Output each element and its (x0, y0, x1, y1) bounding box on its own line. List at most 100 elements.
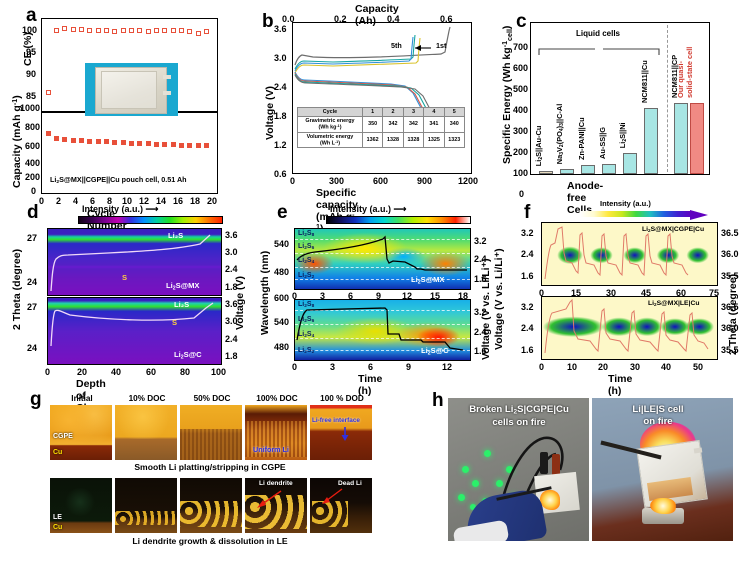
panel-e-voltage-curve-top (296, 235, 467, 271)
panel-f-vtick-24-top: 2.4 (521, 249, 534, 259)
panel-a-ytick-100: 100 (22, 25, 38, 35)
panel-e-colorbar-title: Intensity (a.u.) ⟶ (330, 204, 407, 214)
table-cell: 1328 (382, 131, 404, 149)
panel-a-ytick-600: 600 (25, 141, 41, 151)
panel-d-vtick-18-top: 1.8 (225, 282, 238, 292)
panel-d-colorbar (78, 216, 223, 224)
panel-e-species-2-bottom: Li2S4 (298, 331, 315, 340)
panel-a-ytick-400: 400 (25, 158, 41, 168)
panel-g-img-bottom-1 (115, 478, 177, 533)
panel-f-vtick-16-bottom: 1.6 (521, 345, 534, 355)
panel-d-ytick-24-top: 24 (27, 277, 38, 287)
panel-g-annot-uniform-li: Uniform Li (253, 445, 289, 454)
panel-e-heatmap-top: Li2S8 Li2S6 Li2S4 Li2S2 Li2S@MX (294, 228, 471, 290)
bar-label-3: Au-SS||G (598, 126, 607, 159)
panel-d-peak-li2s-top: Li₂S (168, 231, 184, 240)
down-arrow-icon (341, 427, 349, 441)
panel-e-voltage-curve-bottom (296, 307, 464, 351)
panel-d-vtick-36-bottom: 3.6 (225, 299, 238, 309)
panel-g-label-cu-top: Cu (53, 449, 63, 456)
panel-e-ytick-540-bottom: 540 (274, 317, 290, 327)
panel-d-peak-li2s-bottom: Li₂S (174, 300, 190, 309)
bar-label-2: Zn-PANI||Cu (577, 117, 586, 160)
panel-e-vtick-32-bottom: 3.2 (474, 307, 487, 317)
panel-d-vtick-24-top: 2.4 (225, 264, 238, 274)
panel-d-vtick-36-top: 3.6 (225, 230, 238, 240)
panel-e-vtick-16-bottom: 1.6 (474, 346, 487, 356)
table-row: Volumetric energy (Wh L-1) 1362 1328 1328… (297, 131, 466, 149)
panel-e-colorbar (326, 216, 471, 224)
table-cell: 341 (423, 116, 445, 133)
panel-d-vtick-24-bottom: 2.4 (225, 334, 238, 344)
table-row: Gravimetric energy (Wh kg-1) 350 342 342 … (297, 116, 466, 133)
bar-6 (674, 103, 688, 174)
panel-g-img-bottom-3: Li dendrite (245, 478, 307, 533)
bar-3 (602, 164, 616, 174)
panel-g-col-2: 50% DOC (193, 394, 231, 403)
panel-d-ytick-27-bottom: 27 (27, 302, 38, 312)
panel-d-sample-bottom: Li2S@C (174, 350, 202, 361)
panel-b-label-5th: 5th (391, 41, 402, 50)
panel-d-vtick-18-bottom: 1.8 (225, 351, 238, 361)
panel-e-vtick-24-bottom: 2.4 (474, 327, 487, 337)
bar-5 (644, 108, 658, 174)
table-cell: 340 (443, 116, 466, 133)
panel-f-ttick-365-bottom: 36.5 (721, 302, 739, 312)
panel-f-voltage-curve-top (544, 226, 689, 280)
panel-e-y-title: Wavelength (nm) (259, 250, 271, 335)
table-cell: 4 (423, 107, 445, 117)
panel-g-label-cu-bottom: Cu (53, 524, 63, 531)
panel-f-label: f (524, 202, 531, 223)
panel-g-annot-li-free: Li-free interface (312, 417, 360, 424)
table-cell: 5 (443, 107, 466, 117)
panel-c-group-label: Liquid cells (576, 29, 621, 38)
panel-e-species-0-bottom: Li2S8 (298, 301, 315, 310)
bar-2 (581, 165, 595, 174)
panel-f-y-right-title: 2 Theta (degree) (727, 273, 739, 355)
panel-d-voltage-curve-top (50, 234, 211, 292)
panel-f-y-title: Voltage (V vs. Li/Li⁺) (493, 248, 505, 350)
panel-e-x-title: Time (h) (358, 373, 383, 397)
panel-g-img-bottom-2 (180, 478, 242, 533)
panel-b-energy-table: Cycle 1 2 3 4 5 Gravimetric energy (Wh kg… (297, 107, 466, 149)
bar-label-7: Our quasi-solid-state cell (676, 46, 694, 98)
panel-d-vtick-30-top: 3.0 (225, 247, 238, 257)
panel-f-voltage-curve-bottom (544, 298, 709, 354)
panel-f-vtick-16-top: 1.6 (521, 271, 534, 281)
panel-f-vtick-24-bottom: 2.4 (521, 323, 534, 333)
bar-label-0: Li2S||Au-Cu (533, 125, 544, 166)
table-cell: 342 (402, 116, 425, 133)
panel-d-ytick-27-top: 27 (27, 233, 38, 243)
panel-d-heatmap-bottom: Li₂S S Li2S@C (47, 297, 222, 365)
panel-f-colorbar-title: Intensity (a.u.) (600, 199, 651, 208)
panel-f-ttick-360-bottom: 36.0 (721, 323, 739, 333)
panel-e-vtick-24-top: 2.4 (474, 254, 487, 264)
bar-1 (560, 169, 574, 174)
panel-e-heatmap-bottom: Li2S8 Li2S6 Li2S4 Li2S2 Li2S@C (294, 299, 471, 361)
table-cell: Volumetric energy (Wh L-1) (297, 131, 363, 149)
panel-b-plot-frame: 5th 1st Cycle 1 2 3 4 5 Gravimetric ener… (292, 22, 472, 174)
table-cell: 1 (361, 107, 384, 117)
panel-d-voltage-curve-bottom (50, 302, 214, 347)
panel-a-ytick-800: 800 (25, 122, 41, 132)
panel-c-x-title: Anode-free Cells (567, 180, 604, 216)
panel-g-img-bottom-4: Dead Li (310, 478, 372, 533)
panel-f-ttick-360-top: 36.0 (721, 249, 739, 259)
panel-c-bracket (538, 48, 660, 55)
panel-c-divider (667, 25, 668, 172)
panel-d-ytick-24-bottom: 24 (27, 343, 38, 353)
panel-f-vtick-32-bottom: 3.2 (521, 302, 534, 312)
panel-e-species-0-top: Li2S8 (298, 230, 315, 239)
panel-a-ytick-0: 0 (31, 186, 37, 196)
panel-d-y-left-title: 2 Theta (degree) (11, 248, 23, 330)
panel-f-vtick-32-top: 3.2 (521, 228, 534, 238)
panel-g-img-top-4: Li-free interface (310, 405, 372, 460)
pointer-arrow-icon-2 (322, 488, 343, 504)
panel-g-annot-li-dendrite: Li dendrite (259, 480, 293, 487)
panel-g-img-top-0: CGPE Cu (50, 405, 112, 460)
panel-e-sample-bottom: Li2S@C (421, 346, 449, 357)
panel-f-heatmap-bottom: Li2S@MX|LE|Cu (541, 296, 718, 360)
panel-d-sample-top: Li2S@MX (166, 281, 200, 292)
panel-g-img-top-2 (180, 405, 242, 460)
